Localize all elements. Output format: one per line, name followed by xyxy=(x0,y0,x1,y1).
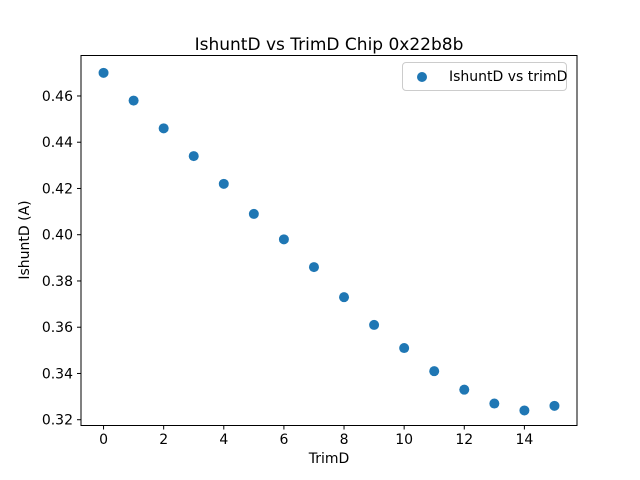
data-point xyxy=(519,405,530,416)
data-point xyxy=(248,208,259,219)
data-point xyxy=(98,67,109,78)
x-tick-label: 10 xyxy=(395,432,413,448)
y-tick-label: 0.44 xyxy=(42,135,73,151)
y-tick-label: 0.38 xyxy=(42,274,73,290)
x-tick-label: 12 xyxy=(455,432,473,448)
x-tick-label: 14 xyxy=(515,432,533,448)
data-point xyxy=(489,398,500,409)
y-tick-label: 0.46 xyxy=(42,89,73,105)
legend-marker-icon xyxy=(417,71,427,82)
data-point xyxy=(188,151,199,162)
data-point xyxy=(369,319,380,330)
x-tick-label: 4 xyxy=(219,432,228,448)
legend-label: IshuntD vs trimD xyxy=(449,68,568,85)
data-point xyxy=(429,366,440,377)
data-point xyxy=(158,123,169,134)
data-point xyxy=(339,292,350,303)
x-tick-label: 6 xyxy=(279,432,288,448)
x-tick-label: 0 xyxy=(99,432,108,448)
legend: IshuntD vs trimD xyxy=(402,62,567,91)
data-point xyxy=(218,178,229,189)
y-tick-label: 0.34 xyxy=(42,366,73,382)
y-tick-label: 0.40 xyxy=(42,228,73,244)
y-axis-label: IshuntD (A) xyxy=(17,200,33,280)
data-point xyxy=(399,343,410,354)
y-tick-label: 0.36 xyxy=(42,320,73,336)
data-point xyxy=(128,95,139,106)
axes-spines xyxy=(80,55,578,426)
data-point xyxy=(308,262,319,273)
data-point xyxy=(459,384,470,395)
chart-title: IshuntD vs TrimD Chip 0x22b8b xyxy=(194,35,464,55)
data-point xyxy=(549,400,560,411)
y-tick-label: 0.42 xyxy=(42,181,73,197)
data-point xyxy=(278,234,289,245)
x-tick-label: 2 xyxy=(159,432,168,448)
y-tick-label: 0.32 xyxy=(42,413,73,429)
x-tick-label: 8 xyxy=(340,432,349,448)
x-axis-label: TrimD xyxy=(308,451,350,467)
